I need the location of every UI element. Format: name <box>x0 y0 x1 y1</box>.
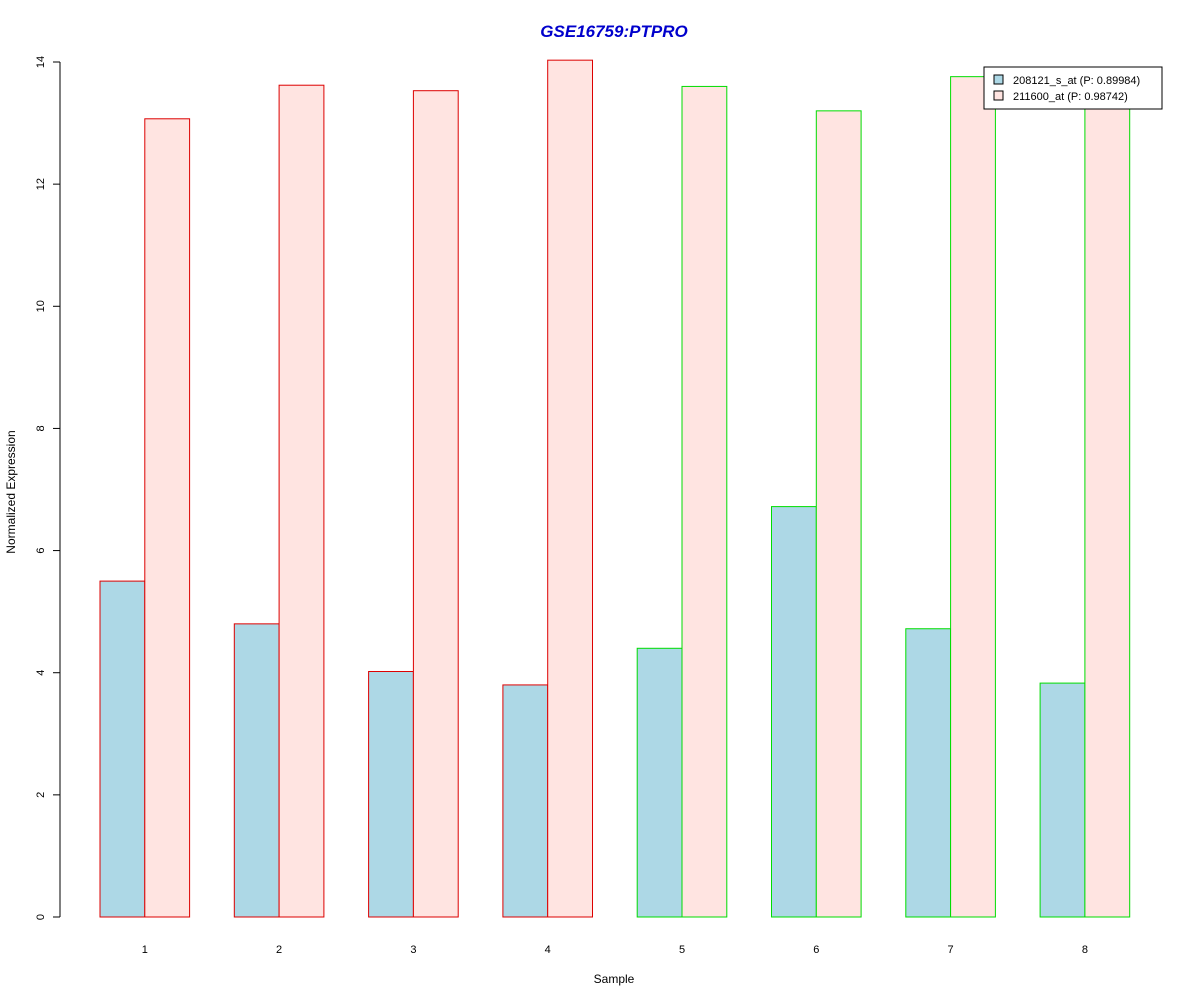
bar-sample-8-series-2 <box>1084 104 1131 918</box>
x-tick-label: 1 <box>142 944 148 956</box>
bar-sample-5-series-2 <box>681 85 728 918</box>
y-tick-label: 10 <box>35 300 47 312</box>
x-tick-label: 7 <box>948 944 954 956</box>
x-axis-label: Sample <box>594 972 635 986</box>
x-tick-label: 5 <box>679 944 685 956</box>
x-tick-label: 6 <box>813 944 819 956</box>
bar-sample-7-series-2 <box>950 76 996 918</box>
y-tick-label: 4 <box>35 670 47 676</box>
y-axis-label: Normalized Expression <box>4 430 18 553</box>
bar-sample-5-series-1 <box>636 647 683 918</box>
bar-sample-2-series-2 <box>278 84 325 918</box>
legend-label-series-2: 211600_at (P: 0.98742) <box>1013 91 1128 103</box>
bars-group <box>99 59 1131 918</box>
y-tick-label: 14 <box>35 56 47 68</box>
bar-sample-4-series-1 <box>502 684 549 918</box>
legend-label-series-1: 208121_s_at (P: 0.89984) <box>1013 75 1140 87</box>
bar-sample-6-series-2 <box>815 110 862 918</box>
bar-sample-3-series-2 <box>412 90 459 918</box>
bar-sample-8-series-1 <box>1039 682 1086 918</box>
y-tick-label: 6 <box>35 548 47 554</box>
x-tick-label: 8 <box>1082 944 1088 956</box>
legend-box <box>983 66 1163 110</box>
bar-sample-1-series-2 <box>144 118 191 918</box>
legend-swatch-series-2 <box>993 90 1004 101</box>
y-tick-label: 8 <box>35 425 47 431</box>
y-tick-label: 2 <box>35 792 47 798</box>
y-tick-label: 12 <box>35 178 47 190</box>
legend: 208121_s_at (P: 0.89984) 211600_at (P: 0… <box>983 66 1163 110</box>
bar-sample-1-series-1 <box>99 580 146 918</box>
legend-swatch-series-1 <box>993 74 1004 85</box>
y-ticks-group: 0 2 4 6 8 10 12 14 <box>35 56 60 920</box>
bar-sample-2-series-1 <box>233 623 280 918</box>
bar-sample-6-series-1 <box>771 506 817 918</box>
x-tick-label: 2 <box>276 944 282 956</box>
x-tick-label: 4 <box>545 944 551 956</box>
chart-title: GSE16759:PTPRO <box>540 22 687 41</box>
x-tick-label: 3 <box>410 944 416 956</box>
y-tick-label: 0 <box>35 914 47 920</box>
bar-sample-4-series-2 <box>547 59 594 918</box>
bar-sample-3-series-1 <box>368 670 414 918</box>
x-ticks-group: 1 2 3 4 5 6 7 8 <box>142 944 1088 956</box>
bar-sample-7-series-1 <box>905 628 952 918</box>
